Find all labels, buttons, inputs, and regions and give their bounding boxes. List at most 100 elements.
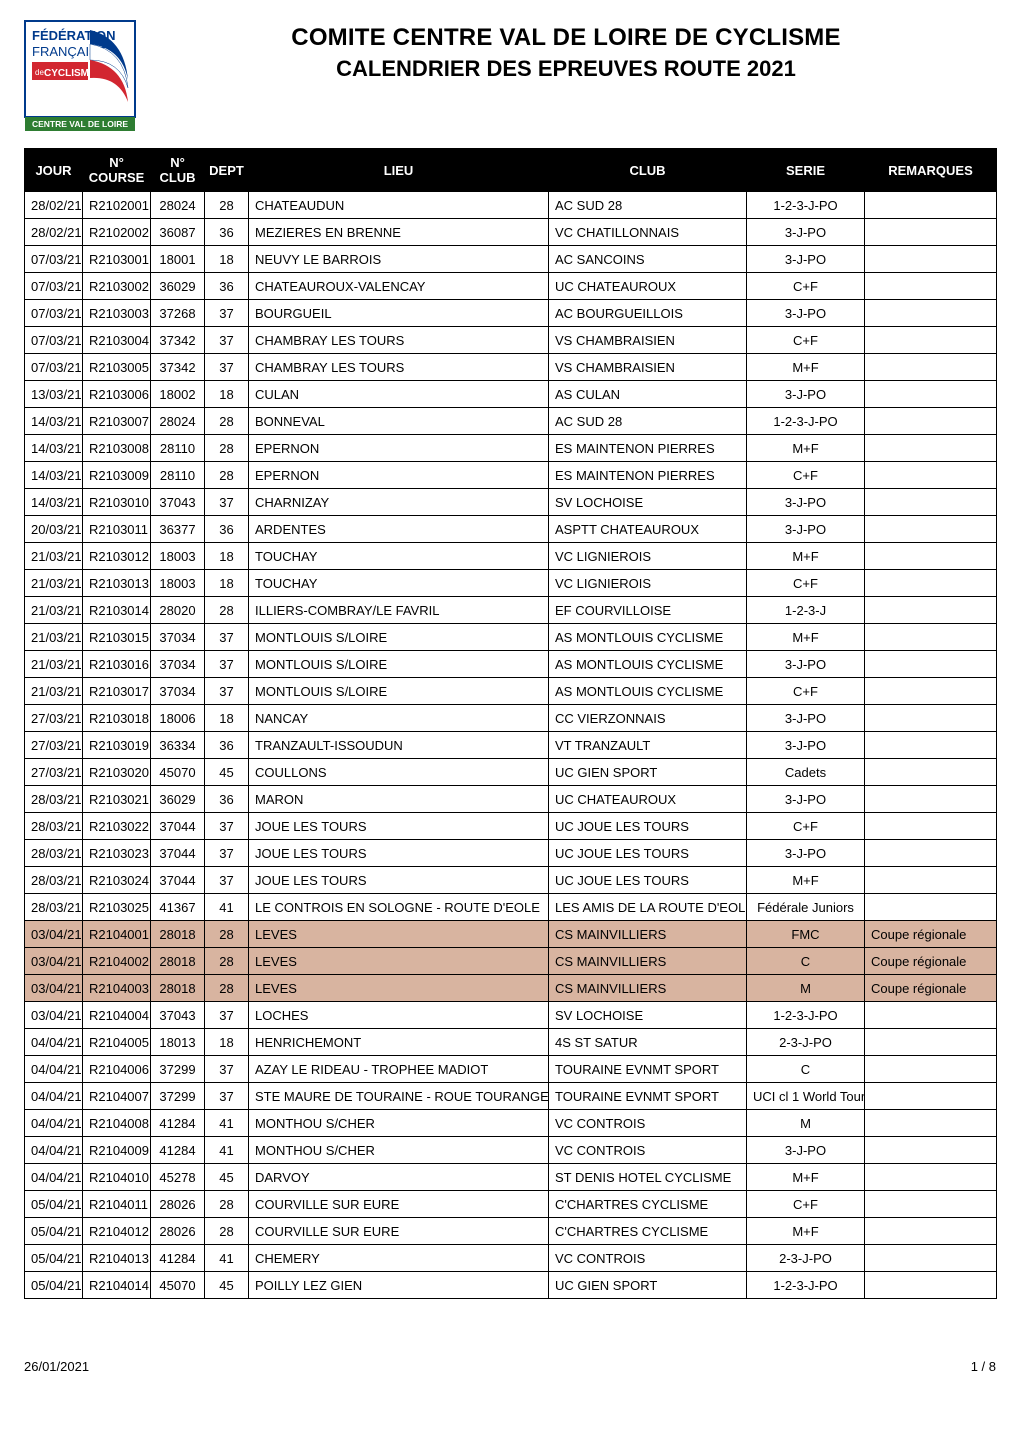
table-row: 20/03/21R21030113637736ARDENTESASPTT CHA… bbox=[25, 516, 997, 543]
cell-nclub: 36029 bbox=[151, 273, 205, 300]
cell-ncourse: R2104009 bbox=[83, 1137, 151, 1164]
cell-club: CC VIERZONNAIS bbox=[549, 705, 747, 732]
cell-dept: 18 bbox=[205, 1029, 249, 1056]
cell-nclub: 18002 bbox=[151, 381, 205, 408]
table-row: 04/04/21R21040104527845DARVOYST DENIS HO… bbox=[25, 1164, 997, 1191]
title-block: COMITE CENTRE VAL DE LOIRE DE CYCLISME C… bbox=[136, 20, 996, 82]
table-row: 27/03/21R21030193633436TRANZAULT-ISSOUDU… bbox=[25, 732, 997, 759]
table-row: 03/04/21R21040012801828LEVESCS MAINVILLI… bbox=[25, 921, 997, 948]
cell-rem bbox=[865, 354, 997, 381]
cell-nclub: 28018 bbox=[151, 948, 205, 975]
cell-lieu: TOUCHAY bbox=[249, 570, 549, 597]
cell-rem bbox=[865, 1164, 997, 1191]
cell-serie: 1-2-3-J-PO bbox=[747, 408, 865, 435]
cell-ncourse: R2103012 bbox=[83, 543, 151, 570]
cell-nclub: 37034 bbox=[151, 651, 205, 678]
cell-serie: 1-2-3-J-PO bbox=[747, 1272, 865, 1299]
cell-jour: 28/03/21 bbox=[25, 840, 83, 867]
col-header-lieu: LIEU bbox=[249, 149, 549, 192]
cell-jour: 05/04/21 bbox=[25, 1218, 83, 1245]
cell-jour: 28/03/21 bbox=[25, 894, 83, 921]
cell-rem bbox=[865, 1245, 997, 1272]
table-row: 21/03/21R21030163703437MONTLOUIS S/LOIRE… bbox=[25, 651, 997, 678]
cell-club: SV LOCHOISE bbox=[549, 489, 747, 516]
cell-dept: 18 bbox=[205, 246, 249, 273]
col-header-rem: REMARQUES bbox=[865, 149, 997, 192]
cell-lieu: HENRICHEMONT bbox=[249, 1029, 549, 1056]
cell-jour: 28/03/21 bbox=[25, 813, 83, 840]
cell-ncourse: R2103015 bbox=[83, 624, 151, 651]
cell-club: AS MONTLOUIS CYCLISME bbox=[549, 624, 747, 651]
cell-dept: 37 bbox=[205, 813, 249, 840]
cell-jour: 04/04/21 bbox=[25, 1056, 83, 1083]
cell-serie: M+F bbox=[747, 435, 865, 462]
cell-nclub: 28024 bbox=[151, 408, 205, 435]
cell-serie: 2-3-J-PO bbox=[747, 1029, 865, 1056]
cell-club: CS MAINVILLIERS bbox=[549, 921, 747, 948]
cell-club: UC JOUE LES TOURS bbox=[549, 813, 747, 840]
table-row: 04/04/21R21040084128441MONTHOU S/CHERVC … bbox=[25, 1110, 997, 1137]
table-row: 14/03/21R21030082811028EPERNONES MAINTEN… bbox=[25, 435, 997, 462]
table-row: 05/04/21R21040122802628COURVILLE SUR EUR… bbox=[25, 1218, 997, 1245]
cell-lieu: MONTLOUIS S/LOIRE bbox=[249, 624, 549, 651]
cell-lieu: LEVES bbox=[249, 948, 549, 975]
cell-serie: M+F bbox=[747, 543, 865, 570]
cell-serie: FMC bbox=[747, 921, 865, 948]
cell-serie: M bbox=[747, 1110, 865, 1137]
table-row: 04/04/21R21040094128441MONTHOU S/CHERVC … bbox=[25, 1137, 997, 1164]
cell-dept: 36 bbox=[205, 516, 249, 543]
cell-jour: 04/04/21 bbox=[25, 1083, 83, 1110]
cell-ncourse: R2104013 bbox=[83, 1245, 151, 1272]
table-row: 05/04/21R21040144507045POILLY LEZ GIENUC… bbox=[25, 1272, 997, 1299]
cell-dept: 18 bbox=[205, 570, 249, 597]
cell-club: VC LIGNIEROIS bbox=[549, 543, 747, 570]
cell-rem bbox=[865, 408, 997, 435]
cell-jour: 04/04/21 bbox=[25, 1110, 83, 1137]
cell-lieu: AZAY LE RIDEAU - TROPHEE MADIOT bbox=[249, 1056, 549, 1083]
cell-rem bbox=[865, 435, 997, 462]
cell-club: VT TRANZAULT bbox=[549, 732, 747, 759]
cell-nclub: 18001 bbox=[151, 246, 205, 273]
cell-ncourse: R2103008 bbox=[83, 435, 151, 462]
table-row: 21/03/21R21030131800318TOUCHAYVC LIGNIER… bbox=[25, 570, 997, 597]
cell-serie: C+F bbox=[747, 327, 865, 354]
cell-ncourse: R2104014 bbox=[83, 1272, 151, 1299]
cell-serie: 3-J-PO bbox=[747, 300, 865, 327]
table-row: 07/03/21R21030011800118NEUVY LE BARROISA… bbox=[25, 246, 997, 273]
cell-ncourse: R2104001 bbox=[83, 921, 151, 948]
table-row: 14/03/21R21030072802428BONNEVALAC SUD 28… bbox=[25, 408, 997, 435]
cell-ncourse: R2103022 bbox=[83, 813, 151, 840]
events-table-header-row: JOURN° COURSEN° CLUBDEPTLIEUCLUBSERIEREM… bbox=[25, 149, 997, 192]
cell-ncourse: R2104002 bbox=[83, 948, 151, 975]
cell-lieu: STE MAURE DE TOURAINE - ROUE TOURANGELLE bbox=[249, 1083, 549, 1110]
logo-sub: CENTRE VAL DE LOIRE bbox=[32, 119, 128, 129]
cell-lieu: LEVES bbox=[249, 975, 549, 1002]
cell-nclub: 45070 bbox=[151, 759, 205, 786]
cell-serie: C+F bbox=[747, 273, 865, 300]
cell-serie: 1-2-3-J bbox=[747, 597, 865, 624]
cell-lieu: BOURGUEIL bbox=[249, 300, 549, 327]
cell-jour: 05/04/21 bbox=[25, 1245, 83, 1272]
cell-rem bbox=[865, 1029, 997, 1056]
events-table-head: JOURN° COURSEN° CLUBDEPTLIEUCLUBSERIEREM… bbox=[25, 149, 997, 192]
cell-nclub: 28110 bbox=[151, 462, 205, 489]
cell-nclub: 28110 bbox=[151, 435, 205, 462]
cell-serie: M+F bbox=[747, 867, 865, 894]
cell-ncourse: R2103010 bbox=[83, 489, 151, 516]
cell-nclub: 37299 bbox=[151, 1056, 205, 1083]
cell-club: UC JOUE LES TOURS bbox=[549, 867, 747, 894]
cell-lieu: TRANZAULT-ISSOUDUN bbox=[249, 732, 549, 759]
cell-lieu: LE CONTROIS EN SOLOGNE - ROUTE D'EOLE bbox=[249, 894, 549, 921]
cell-jour: 28/03/21 bbox=[25, 867, 83, 894]
cell-club: VC CHATILLONNAIS bbox=[549, 219, 747, 246]
table-row: 28/03/21R21030223704437JOUE LES TOURSUC … bbox=[25, 813, 997, 840]
table-row: 21/03/21R21030142802028ILLIERS-COMBRAY/L… bbox=[25, 597, 997, 624]
table-row: 14/03/21R21030092811028EPERNONES MAINTEN… bbox=[25, 462, 997, 489]
cell-nclub: 28026 bbox=[151, 1191, 205, 1218]
cell-lieu: EPERNON bbox=[249, 435, 549, 462]
cell-club: TOURAINE EVNMT SPORT bbox=[549, 1056, 747, 1083]
table-row: 04/04/21R21040073729937STE MAURE DE TOUR… bbox=[25, 1083, 997, 1110]
cell-club: ST DENIS HOTEL CYCLISME bbox=[549, 1164, 747, 1191]
cell-serie: UCI cl 1 World Tour bbox=[747, 1083, 865, 1110]
cell-ncourse: R2104007 bbox=[83, 1083, 151, 1110]
